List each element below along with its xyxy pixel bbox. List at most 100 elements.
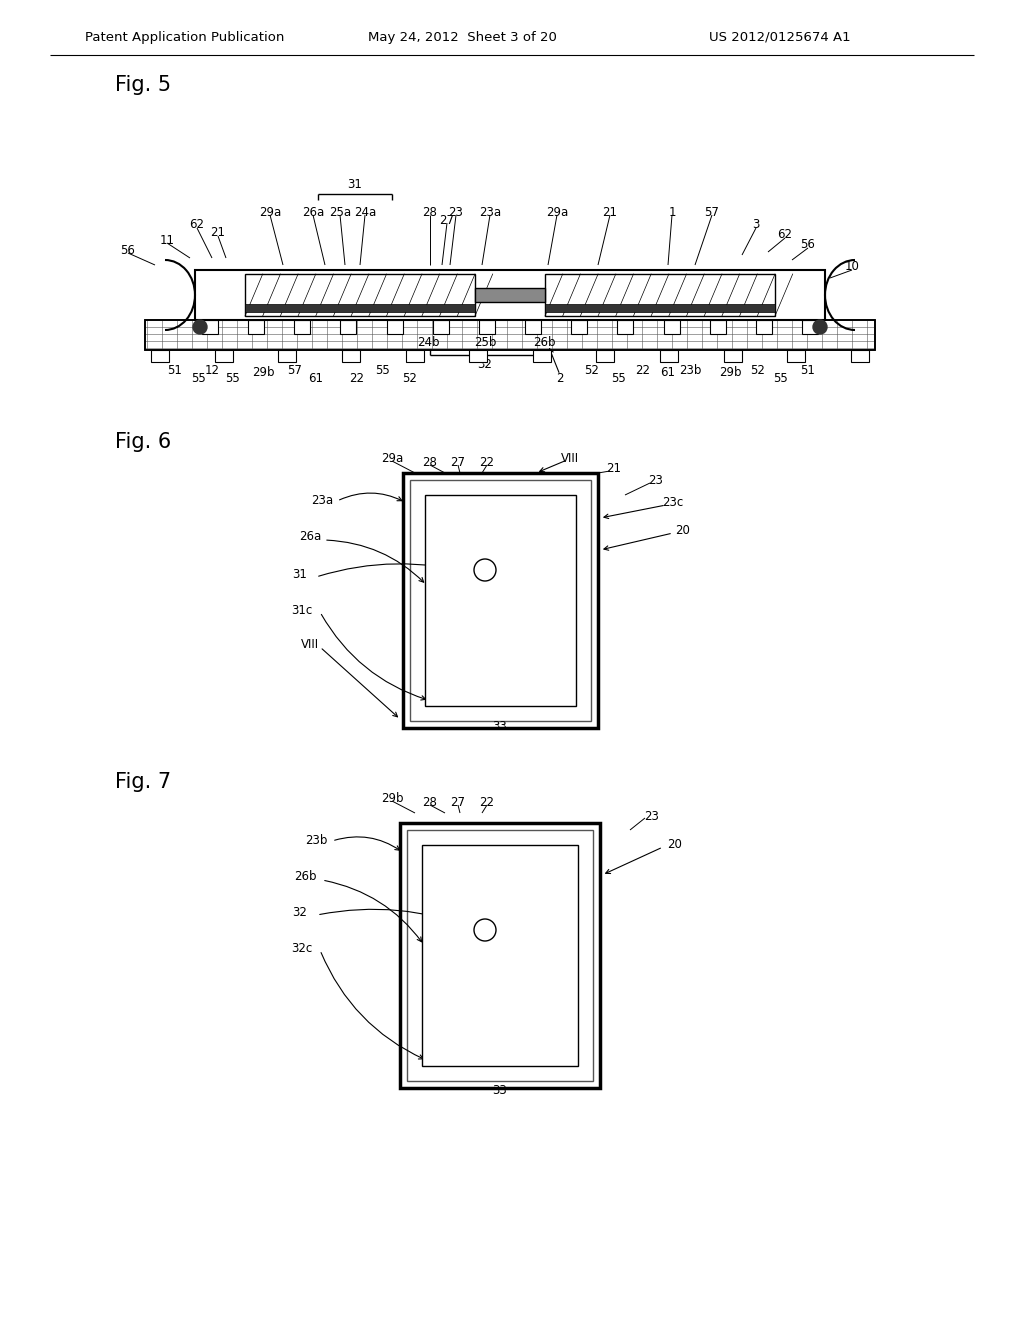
Bar [660, 350, 678, 362]
Text: 26a: 26a [302, 206, 325, 219]
Text: 22: 22 [479, 796, 495, 808]
Text: 23b: 23b [305, 833, 328, 846]
Text: 51: 51 [801, 363, 815, 376]
Text: 52: 52 [751, 363, 765, 376]
Bar [422, 845, 578, 1065]
Bar [406, 350, 424, 362]
Text: 28: 28 [423, 455, 437, 469]
Text: 23: 23 [449, 206, 464, 219]
Text: 21: 21 [602, 206, 617, 219]
Bar [407, 829, 593, 1081]
Text: 55: 55 [610, 371, 626, 384]
Text: 56: 56 [801, 239, 815, 252]
Text: 27: 27 [451, 796, 466, 808]
Text: 61: 61 [660, 366, 676, 379]
Text: 61: 61 [308, 371, 324, 384]
Bar [532, 350, 551, 362]
Text: 32c: 32c [292, 941, 312, 954]
Text: 51: 51 [168, 363, 182, 376]
Bar [787, 350, 805, 362]
Text: 24a: 24a [354, 206, 376, 219]
Bar [151, 350, 169, 362]
Text: 23a: 23a [479, 206, 501, 219]
Text: 1: 1 [669, 206, 676, 219]
Text: 3: 3 [753, 219, 760, 231]
Bar [245, 275, 475, 315]
Bar [710, 319, 726, 334]
Bar [724, 350, 741, 362]
Bar [425, 495, 575, 705]
Text: 26a: 26a [299, 531, 322, 544]
Circle shape [474, 558, 496, 581]
Bar [402, 473, 597, 727]
Circle shape [193, 319, 207, 334]
Text: 12: 12 [205, 363, 219, 376]
Text: 31c: 31c [292, 603, 312, 616]
Bar [596, 350, 614, 362]
Bar [294, 319, 310, 334]
Text: 62: 62 [777, 228, 793, 242]
Bar [340, 319, 356, 334]
Bar [545, 304, 775, 312]
Text: 33: 33 [493, 1084, 507, 1097]
Text: 22: 22 [349, 371, 365, 384]
Bar [756, 319, 772, 334]
Text: 31: 31 [347, 178, 362, 191]
Text: 23b: 23b [679, 363, 701, 376]
Bar [617, 319, 634, 334]
Text: 29a: 29a [259, 206, 282, 219]
Text: Patent Application Publication: Patent Application Publication [85, 30, 285, 44]
Bar [145, 319, 874, 350]
Text: 23: 23 [644, 809, 659, 822]
Bar [202, 319, 218, 334]
Text: 31: 31 [293, 569, 307, 582]
Text: 21: 21 [211, 227, 225, 239]
Bar [475, 288, 545, 302]
Bar [400, 822, 600, 1088]
Text: May 24, 2012  Sheet 3 of 20: May 24, 2012 Sheet 3 of 20 [368, 30, 556, 44]
Text: 55: 55 [225, 371, 241, 384]
Text: 32: 32 [293, 907, 307, 920]
Text: 25b: 25b [474, 337, 497, 350]
Text: 55: 55 [773, 371, 787, 384]
Bar [479, 319, 495, 334]
Bar [342, 350, 359, 362]
Text: 27: 27 [439, 214, 455, 227]
Text: 57: 57 [288, 363, 302, 376]
Text: 23c: 23c [663, 495, 684, 508]
Text: 20: 20 [668, 838, 682, 851]
Text: 29b: 29b [252, 366, 274, 379]
Bar [469, 350, 487, 362]
Text: 25a: 25a [329, 206, 351, 219]
Text: VIII: VIII [301, 638, 319, 651]
Text: 28: 28 [423, 206, 437, 219]
Text: Fig. 5: Fig. 5 [115, 75, 171, 95]
Text: 29b: 29b [719, 366, 741, 379]
Text: 20: 20 [676, 524, 690, 536]
Text: 23: 23 [648, 474, 664, 487]
Text: 24b: 24b [417, 337, 439, 350]
Bar [664, 319, 680, 334]
Bar [545, 275, 775, 315]
Text: 56: 56 [121, 243, 135, 256]
Text: 57: 57 [705, 206, 720, 219]
Text: Fig. 6: Fig. 6 [115, 432, 171, 451]
Bar [279, 350, 296, 362]
Text: 22: 22 [479, 455, 495, 469]
Text: 62: 62 [189, 219, 205, 231]
Text: 52: 52 [402, 371, 418, 384]
Text: 29b: 29b [381, 792, 403, 804]
Bar [802, 319, 818, 334]
Text: 32: 32 [477, 359, 493, 371]
Bar [571, 319, 587, 334]
Text: 29a: 29a [546, 206, 568, 219]
Text: 29a: 29a [381, 451, 403, 465]
Text: 22: 22 [636, 363, 650, 376]
Text: 52: 52 [585, 363, 599, 376]
Text: 2: 2 [556, 371, 564, 384]
Text: 10: 10 [845, 260, 859, 273]
Bar [245, 304, 475, 312]
Bar [248, 319, 264, 334]
Bar [851, 350, 869, 362]
Bar [525, 319, 541, 334]
